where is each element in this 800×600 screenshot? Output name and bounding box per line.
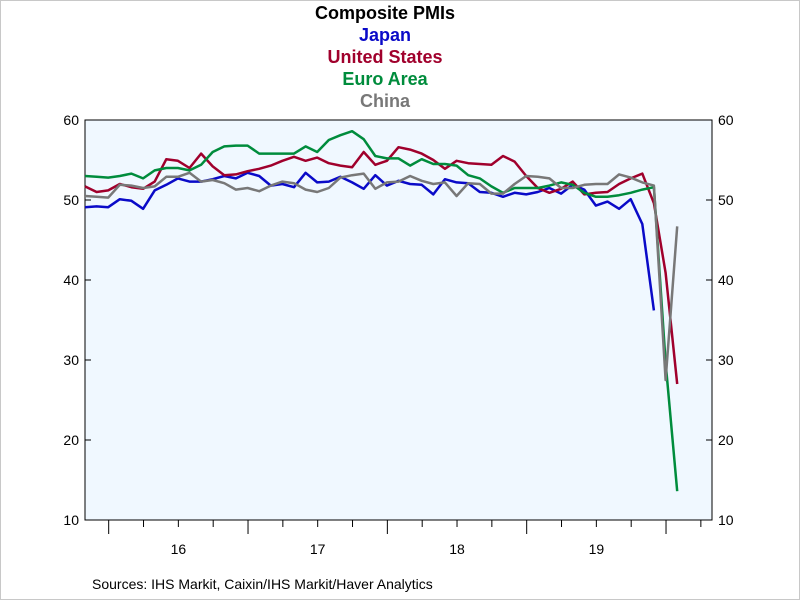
series-lines [84, 129, 679, 492]
series-line-euro-area [84, 129, 679, 492]
y-tick-label-right: 20 [718, 432, 734, 448]
y-tick-label-left: 20 [63, 432, 79, 448]
y-tick-label-right: 60 [718, 112, 734, 128]
title-series-china: China [359, 91, 410, 111]
plot-area [84, 119, 713, 521]
title-series-united-states: United States [327, 47, 443, 67]
title-series-japan: Japan [358, 25, 412, 45]
x-tick-label: 16 [171, 541, 187, 557]
y-tick-label-left: 10 [63, 512, 79, 528]
chart-title: Composite PMIs [314, 3, 456, 23]
x-tick-label: 19 [589, 541, 605, 557]
y-tick-label-right: 40 [718, 272, 734, 288]
title-series-euro-area: Euro Area [342, 69, 428, 89]
chart-titles: Composite PMIs Japan United States Euro … [0, 2, 770, 112]
y-tick-label-right: 30 [718, 352, 734, 368]
x-tick-label: 17 [310, 541, 326, 557]
x-tick-label: 18 [449, 541, 465, 557]
y-tick-label-right: 50 [718, 192, 734, 208]
y-tick-label-left: 50 [63, 192, 79, 208]
axis-ticks [85, 119, 712, 534]
series-line-china [84, 171, 679, 382]
source-note: Sources: IHS Markit, Caixin/IHS Markit/H… [92, 576, 433, 592]
y-tick-label-left: 60 [63, 112, 79, 128]
y-tick-label-left: 30 [63, 352, 79, 368]
y-tick-label-right: 10 [718, 512, 734, 528]
axis-labels: 10 10 20 20 30 30 40 40 50 50 60 60 16 17 18 19 [63, 112, 733, 557]
y-tick-label-left: 40 [63, 272, 79, 288]
